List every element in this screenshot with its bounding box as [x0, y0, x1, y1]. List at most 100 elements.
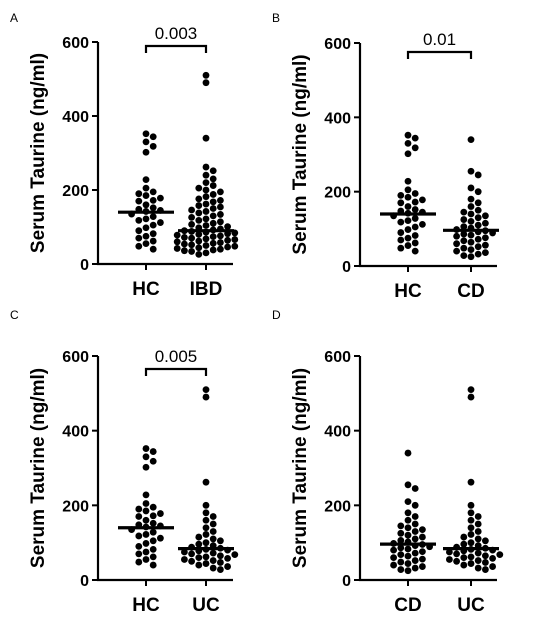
data-point: [209, 239, 217, 247]
data-point: [217, 566, 224, 573]
data-point: [173, 231, 181, 239]
data-point: [135, 197, 143, 205]
data-point: [467, 501, 475, 509]
data-point: [188, 206, 196, 214]
data-point: [397, 566, 405, 573]
data-point: [149, 561, 157, 569]
x-tick-label: CD: [457, 281, 484, 302]
data-point: [397, 199, 405, 207]
data-point: [411, 535, 419, 543]
panel-label: D: [272, 308, 281, 322]
data-point: [149, 133, 157, 141]
data-point: [460, 223, 468, 231]
y-tick-label: 600: [62, 349, 89, 366]
data-point: [149, 457, 157, 465]
data-point: [474, 214, 482, 222]
data-point: [474, 206, 482, 214]
y-tick-label: 600: [62, 35, 89, 52]
data-point: [181, 556, 188, 563]
data-point: [467, 203, 475, 210]
data-point: [474, 520, 482, 528]
data-point: [209, 564, 217, 572]
data-point: [482, 559, 489, 566]
data-point: [195, 533, 203, 541]
data-point: [460, 554, 468, 561]
data-point: [188, 241, 196, 249]
panel-label: B: [272, 11, 280, 25]
panel-A: A Serum Taurine (ng/ml) 0 200 400 600 HC IBD 0.0…: [10, 11, 239, 300]
data-point: [460, 252, 468, 259]
x-tick-label: HC: [132, 595, 160, 616]
data-point: [404, 531, 412, 539]
x-tick-label: HC: [132, 279, 160, 300]
data-point: [411, 549, 419, 557]
data-point: [202, 501, 210, 509]
data-point: [397, 544, 405, 552]
y-tick-label: 200: [62, 183, 89, 200]
data-point: [209, 205, 217, 212]
data-point: [142, 232, 150, 240]
data-point: [135, 190, 143, 198]
data-point: [453, 240, 460, 248]
data-point: [202, 215, 210, 223]
data-point: [149, 142, 157, 150]
data-point: [446, 556, 453, 563]
data-point: [217, 188, 224, 196]
data-point: [460, 533, 468, 541]
data-point: [217, 245, 224, 253]
data-point: [149, 528, 157, 536]
data-point: [142, 453, 150, 461]
data-point: [181, 233, 188, 241]
data-point: [404, 150, 412, 158]
data-point: [404, 516, 412, 524]
data-point: [474, 243, 482, 251]
panel-C: C Serum Taurine (ng/ml) 0 200 400 600 HC UC 0.00…: [10, 308, 239, 616]
p-value-label: 0.003: [155, 24, 198, 43]
data-point: [224, 563, 232, 570]
data-point: [397, 218, 405, 226]
data-point: [202, 186, 210, 194]
data-point: [419, 555, 426, 563]
data-point: [195, 237, 203, 245]
data-point: [474, 235, 482, 243]
data-point: [411, 513, 419, 520]
data-point: [149, 537, 157, 545]
data-point: [404, 131, 412, 139]
data-point: [404, 139, 412, 147]
y-tick-label: 400: [62, 424, 89, 441]
data-point: [231, 236, 239, 243]
data-point: [181, 247, 188, 255]
data-point: [404, 186, 412, 194]
panel-label: C: [10, 308, 19, 322]
data-point: [202, 386, 210, 393]
data-point: [142, 148, 150, 156]
data-point: [202, 193, 210, 201]
data-point: [135, 216, 143, 224]
data-point: [202, 393, 210, 401]
data-point: [467, 509, 475, 517]
x-tick-label: UC: [457, 595, 485, 616]
data-point: [390, 554, 397, 561]
data-point: [209, 167, 217, 175]
data-point: [404, 203, 412, 210]
data-point: [209, 528, 217, 535]
data-point: [202, 200, 210, 208]
data-point: [397, 191, 405, 199]
data-point: [453, 232, 460, 240]
data-point: [404, 242, 412, 249]
data-point: [209, 198, 217, 206]
data-point: [411, 520, 419, 528]
data-point: [460, 244, 468, 252]
data-point: [419, 548, 426, 556]
data-point: [195, 216, 203, 224]
data-point: [149, 503, 157, 511]
data-point: [489, 554, 496, 562]
data-point: [202, 222, 210, 229]
data-point: [460, 216, 468, 223]
data-point: [135, 543, 143, 550]
data-point: [467, 386, 475, 393]
data-point: [419, 526, 426, 533]
data-point: [195, 561, 203, 569]
data-point: [188, 221, 196, 228]
